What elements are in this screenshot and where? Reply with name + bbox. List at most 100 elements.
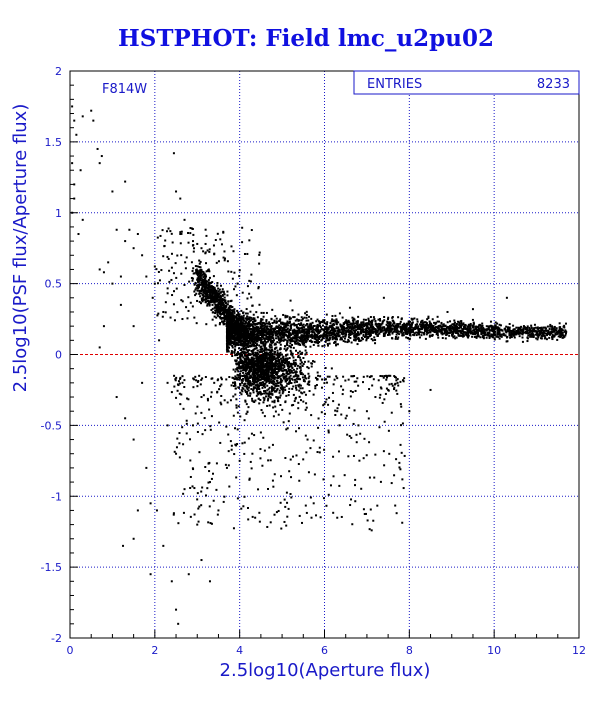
scatter-point: [270, 325, 273, 328]
scatter-point: [242, 327, 245, 330]
scatter-point: [299, 343, 302, 346]
scatter-point: [450, 327, 453, 330]
scatter-point: [259, 325, 262, 328]
scatter-point: [462, 326, 465, 329]
scatter-point: [260, 329, 263, 332]
scatter-point: [278, 319, 281, 322]
scatter-point: [490, 335, 493, 338]
scatter-point: [231, 329, 234, 332]
scatter-point: [393, 329, 396, 332]
scatter-point: [162, 544, 165, 547]
scatter-point: [276, 349, 279, 352]
scatter-point: [206, 297, 209, 300]
scatter-point: [249, 394, 252, 397]
scatter-point: [218, 296, 221, 299]
scatter-point: [310, 333, 313, 336]
scatter-point: [559, 332, 562, 335]
scatter-point: [371, 321, 374, 324]
scatter-point: [365, 410, 368, 413]
scatter-point: [474, 330, 477, 333]
scatter-point: [467, 333, 470, 336]
scatter-point: [221, 320, 224, 323]
scatter-point: [441, 337, 444, 340]
scatter-point: [385, 323, 388, 326]
scatter-point: [270, 326, 273, 329]
scatter-point: [280, 336, 283, 339]
scatter-point: [264, 391, 267, 394]
scatter-point: [350, 328, 353, 331]
scatter-point: [460, 322, 463, 325]
scatter-point: [366, 324, 369, 327]
scatter-point: [480, 328, 483, 331]
scatter-point: [316, 325, 319, 328]
scatter-point: [268, 345, 271, 348]
scatter-point: [245, 312, 248, 315]
scatter-point: [241, 343, 244, 346]
scatter-point: [264, 357, 267, 360]
scatter-point: [453, 324, 456, 327]
scatter-point: [305, 328, 308, 331]
scatter-point: [203, 286, 206, 289]
scatter-point: [511, 333, 514, 336]
scatter-point: [210, 309, 213, 312]
scatter-point: [291, 366, 294, 369]
scatter-point: [316, 371, 319, 374]
scatter-point: [335, 318, 338, 321]
scatter-point: [294, 397, 297, 400]
scatter-point: [446, 326, 449, 329]
scatter-point: [467, 336, 470, 339]
scatter-point: [248, 349, 251, 352]
scatter-point: [200, 277, 203, 280]
scatter-point: [230, 314, 233, 317]
scatter-point: [271, 393, 274, 396]
scatter-point: [386, 320, 389, 323]
scatter-point: [252, 349, 255, 352]
scatter-point: [81, 115, 84, 118]
scatter-point: [522, 327, 525, 330]
scatter-point: [474, 325, 477, 328]
scatter-point: [281, 322, 284, 325]
scatter-point: [246, 344, 249, 347]
scatter-point: [273, 363, 276, 366]
scatter-point: [345, 333, 348, 336]
scatter-point: [281, 392, 284, 395]
scatter-point: [311, 362, 314, 365]
scatter-point: [266, 384, 269, 387]
scatter-point: [300, 322, 303, 325]
scatter-point: [230, 305, 233, 308]
scatter-point: [303, 316, 306, 319]
scatter-point: [335, 336, 338, 339]
scatter-point: [387, 326, 390, 329]
scatter-point: [332, 328, 335, 331]
scatter-point: [476, 331, 479, 334]
scatter-point: [282, 323, 285, 326]
scatter-point: [267, 339, 270, 342]
scatter-point: [233, 319, 236, 322]
scatter-point: [490, 333, 493, 336]
scatter-point: [419, 331, 422, 334]
scatter-point: [279, 337, 282, 340]
scatter-point: [279, 375, 282, 378]
scatter-point: [427, 331, 430, 334]
scatter-point: [216, 303, 219, 306]
scatter-point: [280, 321, 283, 324]
scatter-point: [73, 183, 76, 186]
scatter-point: [475, 335, 478, 338]
scatter-point: [228, 341, 231, 344]
scatter-point: [547, 330, 550, 333]
scatter-point: [510, 336, 513, 339]
scatter-point: [379, 329, 382, 332]
scatter-point: [292, 346, 295, 349]
scatter-point: [322, 335, 325, 338]
scatter-point: [540, 331, 543, 334]
scatter-point: [228, 327, 231, 330]
scatter-point: [226, 346, 229, 349]
scatter-point: [236, 309, 239, 312]
scatter-point: [413, 327, 416, 330]
scatter-point: [145, 275, 148, 278]
scatter-point: [92, 119, 95, 122]
scatter-point: [391, 328, 394, 331]
scatter-point: [232, 325, 235, 328]
scatter-point: [405, 330, 408, 333]
scatter-point: [243, 322, 246, 325]
